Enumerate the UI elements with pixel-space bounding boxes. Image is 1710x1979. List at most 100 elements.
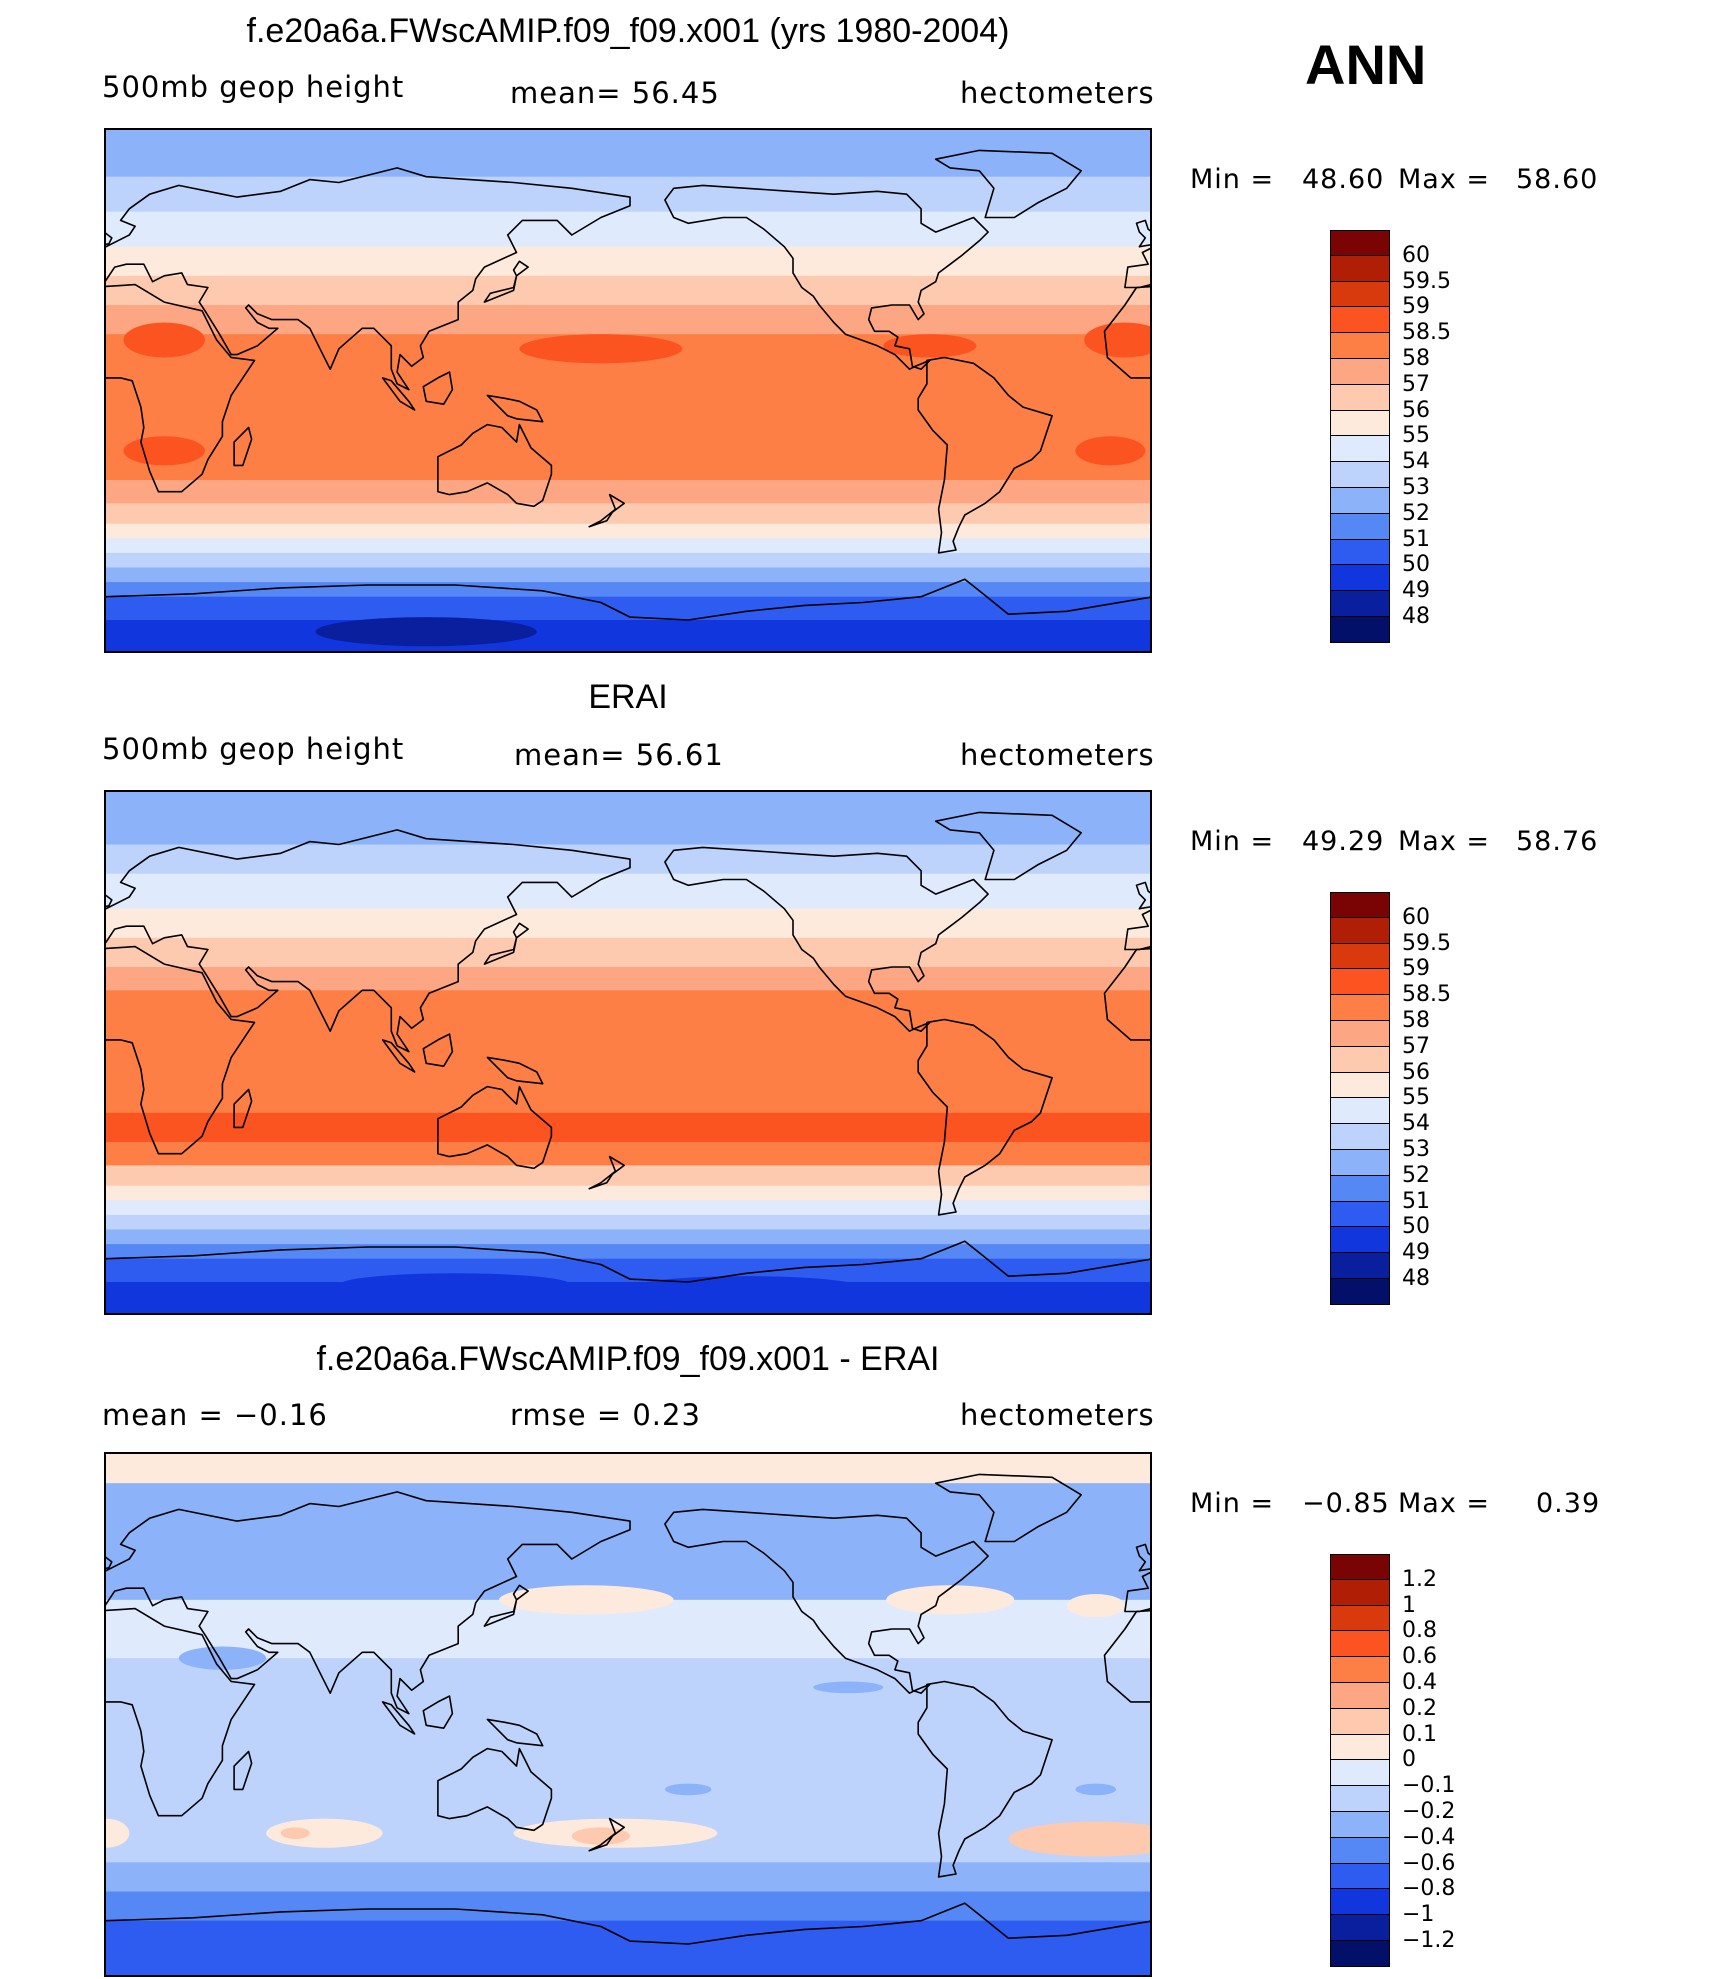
panel2-min-label: Min = xyxy=(1190,826,1275,857)
field-band xyxy=(106,538,1150,554)
field-band xyxy=(106,130,1150,154)
field-band xyxy=(106,908,1150,939)
field-band xyxy=(106,407,1150,452)
colorbar-tick-label: 54 xyxy=(1402,449,1430,475)
field-anomaly xyxy=(1075,1783,1117,1796)
field-anomaly xyxy=(123,322,205,358)
colorbar-swatch xyxy=(1330,1734,1390,1761)
coastline-ngu xyxy=(486,1718,544,1747)
panel3-colorbar: 1.2 1 0.8 0.6 0.4 0.2 0.1 0 −0.1 −0.2 −0.4 −0.6 −0.8… xyxy=(1330,1554,1455,1967)
colorbar-swatch xyxy=(1330,230,1390,256)
colorbar-swatch xyxy=(1330,488,1390,514)
field-band xyxy=(106,815,1150,845)
field-band xyxy=(106,1165,1150,1187)
panel3-min-label: Min = xyxy=(1190,1488,1275,1519)
field-band xyxy=(106,552,1150,568)
field-band xyxy=(106,1185,1150,1201)
colorbar-tick-label: 52 xyxy=(1402,1162,1430,1188)
colorbar-swatch xyxy=(1330,1279,1390,1305)
colorbar-tick-label: 59.5 xyxy=(1402,268,1451,294)
coastline-uk xyxy=(106,1556,113,1570)
coastline-antarctica xyxy=(106,578,1150,621)
colorbar-swatch xyxy=(1330,1837,1390,1864)
field-band xyxy=(106,153,1150,178)
panel2-min-value: 49.29 xyxy=(1302,826,1385,857)
colorbar-swatch xyxy=(1330,1150,1390,1176)
coastline-namerica xyxy=(664,184,989,370)
colorbar-swatch xyxy=(1330,1863,1390,1890)
coastline-borneo xyxy=(422,1695,454,1730)
field-band xyxy=(106,1454,1150,1484)
map-svg xyxy=(106,792,1150,1313)
field-band xyxy=(106,1214,1150,1230)
panel3-left-label: mean = −0.16 xyxy=(102,1398,328,1432)
colorbar-tick-label: 50 xyxy=(1402,552,1430,578)
colorbar-swatch xyxy=(1330,255,1390,282)
coastline-uk xyxy=(106,894,113,908)
panel2-left-label: 500mb geop height xyxy=(102,732,405,766)
panel2-mean-label: mean= 56.61 xyxy=(514,738,724,772)
panel1-title: f.e20a6a.FWscAMIP.f09_f09.x001 (yrs 1980… xyxy=(246,12,1010,50)
field-anomaly xyxy=(1066,1594,1125,1618)
coastline-madagascar xyxy=(233,1088,253,1129)
colorbar-swatch xyxy=(1330,1253,1390,1279)
colorbar-tick-label: 1 xyxy=(1402,1592,1416,1618)
field-band xyxy=(106,1483,1150,1542)
coastline-antarctica xyxy=(106,1240,1150,1283)
field-anomaly xyxy=(630,1276,863,1300)
colorbar-tick-label: 48 xyxy=(1402,604,1430,629)
colorbar-tick-label: 58.5 xyxy=(1402,320,1451,346)
colorbar-tick-label: 0.2 xyxy=(1402,1695,1437,1721)
colorbar-tick-label: 57 xyxy=(1402,371,1430,397)
panel3-title: f.e20a6a.FWscAMIP.f09_f09.x001 - ERAI xyxy=(316,1340,940,1378)
field-band xyxy=(106,620,1150,651)
panel1-min-value: 48.60 xyxy=(1302,164,1385,195)
colorbar-tick-label: −0.4 xyxy=(1402,1824,1456,1850)
field-anomaly xyxy=(1084,322,1150,358)
coastline-europe xyxy=(106,1491,631,1715)
field-anomaly xyxy=(123,436,205,466)
colorbar-tick-label: 54 xyxy=(1402,1111,1430,1137)
colorbar-tick-label: 0.8 xyxy=(1402,1618,1437,1644)
coastline-uk-wrap xyxy=(1135,881,1150,910)
panel3-map xyxy=(104,1452,1152,1977)
field-band xyxy=(106,523,1150,539)
colorbar-swatch xyxy=(1330,1046,1390,1073)
field-band xyxy=(106,1244,1150,1260)
coastline-europe xyxy=(106,829,631,1053)
field-band xyxy=(106,873,1150,910)
colorbar-swatch xyxy=(1330,281,1390,308)
coastline-ngu xyxy=(486,394,544,423)
colorbar-tick-label: 56 xyxy=(1402,397,1430,423)
colorbar-swatch xyxy=(1330,1175,1390,1202)
colorbar-swatch xyxy=(1330,1605,1390,1632)
field-band xyxy=(106,596,1150,621)
field-anomaly xyxy=(178,1646,267,1670)
panel1-map xyxy=(104,128,1152,653)
colorbar-swatch xyxy=(1330,1072,1390,1099)
colorbar-tick-label: 0 xyxy=(1402,1747,1416,1773)
panel1-mean-label: mean= 56.45 xyxy=(510,76,720,110)
colorbar-swatch xyxy=(1330,1657,1390,1683)
colorbar-tick-label: 60 xyxy=(1402,904,1430,930)
coastline-borneo xyxy=(422,1033,454,1068)
field-band xyxy=(106,937,1150,968)
colorbar-tick-label: 51 xyxy=(1402,526,1430,552)
field-band xyxy=(106,1282,1150,1313)
colorbar-swatch xyxy=(1330,1812,1390,1838)
coastline-australia xyxy=(437,1747,553,1832)
colorbar-swatch xyxy=(1330,892,1390,918)
panel2-max-label: Max = xyxy=(1398,826,1491,857)
colorbar-swatch xyxy=(1330,1021,1390,1047)
coastline-sumatra xyxy=(381,377,416,411)
field-band xyxy=(106,1258,1150,1283)
coastline-sumatra xyxy=(381,1701,416,1735)
colorbar-tick-label: 60 xyxy=(1402,242,1430,268)
coastline-japan xyxy=(483,922,529,965)
colorbar-tick-label: 53 xyxy=(1402,1137,1430,1162)
field-band xyxy=(106,1891,1150,1922)
colorbar-tick-label: 51 xyxy=(1402,1188,1430,1214)
field-anomaly xyxy=(1008,1821,1150,1857)
colorbar-swatch xyxy=(1330,1579,1390,1606)
coastline-madagascar xyxy=(233,426,253,467)
